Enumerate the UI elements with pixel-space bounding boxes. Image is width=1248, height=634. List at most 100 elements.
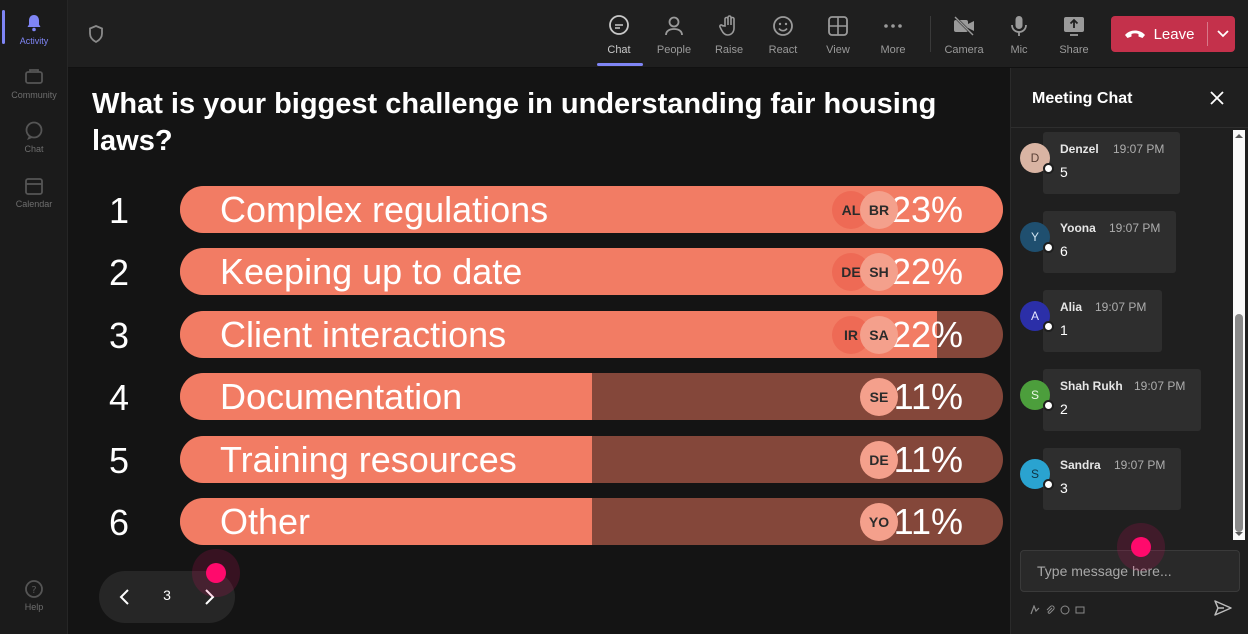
more-dots-icon (884, 24, 902, 28)
message-author: Sandra (1060, 458, 1101, 472)
message-text: 3 (1060, 480, 1068, 496)
camera-off-icon (954, 16, 974, 36)
message-bubble: Denzel 19:07 PM 5 (1043, 132, 1180, 194)
chat-icon (25, 121, 43, 140)
message-input[interactable] (1021, 551, 1239, 591)
raise-hand-button[interactable]: Raise (704, 10, 754, 62)
more-button[interactable]: More (868, 10, 918, 62)
mic-button-label: Mic (1010, 44, 1028, 56)
rail-active-indicator (2, 10, 5, 44)
app-rail: Activity Community Chat Calendar ? Help (0, 0, 68, 634)
message-author: Alia (1060, 300, 1083, 314)
chat-header-divider (1011, 127, 1248, 128)
voter-avatar: BR (860, 191, 898, 229)
message-time: 19:07 PM (1114, 458, 1166, 472)
people-button-label: People (656, 44, 692, 56)
rail-label: Activity (19, 36, 49, 46)
message-text: 1 (1060, 322, 1068, 338)
chat-message[interactable]: Yoona 19:07 PM 6 Y (1011, 207, 1233, 273)
chat-button[interactable]: Chat (594, 10, 644, 62)
camera-button[interactable]: Camera (939, 10, 989, 62)
help-icon: ? (25, 580, 43, 598)
page-number: 3 (163, 587, 171, 603)
message-time: 19:07 PM (1134, 379, 1186, 393)
view-button[interactable]: View (813, 10, 863, 62)
gif-icon[interactable] (1075, 602, 1085, 614)
rail-item-activity[interactable]: Activity (0, 12, 68, 46)
scroll-down-arrow-icon[interactable] (1235, 530, 1243, 538)
option-result-bar: Documentation SE 11% (180, 373, 1003, 420)
poll-question: What is your biggest challenge in unders… (92, 88, 937, 157)
option-label: Keeping up to date (220, 251, 523, 292)
voter-avatar: SH (860, 253, 898, 291)
shield-icon[interactable] (86, 24, 106, 44)
chat-message[interactable]: Alia 19:07 PM 1 A (1011, 286, 1233, 352)
chat-icon (609, 15, 629, 35)
option-percent: 23% (890, 189, 963, 230)
option-label: Complex regulations (220, 189, 549, 230)
chat-scrollbar[interactable] (1233, 130, 1245, 540)
rail-item-chat[interactable]: Chat (0, 120, 68, 154)
attach-icon[interactable] (1045, 602, 1055, 614)
meeting-toolbar: Chat People Raise React View More Camera… (68, 0, 1248, 68)
voter-avatar: SA (860, 316, 898, 354)
leave-options-button[interactable] (1211, 16, 1235, 52)
rail-label: Community (11, 90, 57, 100)
close-icon[interactable] (1207, 88, 1227, 108)
option-label: Documentation (220, 376, 463, 417)
message-time: 19:07 PM (1113, 142, 1165, 156)
option-label: Client interactions (220, 314, 507, 355)
chat-message[interactable]: Sandra 19:07 PM 3 S (1011, 444, 1233, 510)
chat-message-list[interactable]: Denzel 19:07 PM 5 D Yoona 19:07 PM 6 Y Alia 19:07… (1011, 128, 1233, 543)
rail-item-community[interactable]: Community (0, 66, 68, 100)
voter-avatar: YO (860, 503, 898, 541)
scroll-up-arrow-icon[interactable] (1235, 132, 1243, 140)
camera-button-label: Camera (944, 44, 984, 56)
option-result-bar: Other YO 11% (180, 498, 1003, 545)
poll-option-row: 5 Training resources DE 11% (68, 436, 1010, 484)
send-icon[interactable] (1213, 598, 1233, 618)
leave-main-area[interactable]: Leave (1111, 16, 1207, 52)
chat-message[interactable]: Denzel 19:07 PM 5 D (1011, 128, 1233, 194)
chevron-right-icon[interactable] (197, 585, 221, 609)
option-number: 5 (108, 440, 130, 481)
compose-format-tools (1030, 602, 1085, 615)
share-button[interactable]: Share (1049, 10, 1099, 62)
people-icon (665, 16, 683, 36)
option-label: Training resources (220, 439, 517, 480)
rail-label: Calendar (15, 199, 53, 209)
option-result-fill (180, 373, 592, 420)
bell-icon (27, 15, 41, 32)
chat-message[interactable]: Shah Rukh 19:07 PM 2 S (1011, 365, 1233, 431)
option-percent: 11% (893, 376, 963, 417)
share-screen-icon (1064, 17, 1084, 36)
poll-option-row: 1 Complex regulations AL BR 23% (68, 186, 1010, 234)
chevron-left-icon[interactable] (113, 585, 137, 609)
chat-button-label: Chat (607, 44, 631, 56)
meeting-chat-panel: Meeting Chat Denzel 19:07 PM 5 D Yoona 19:07 … (1010, 68, 1248, 634)
leave-button[interactable]: Leave (1111, 16, 1235, 52)
rail-item-calendar[interactable]: Calendar (0, 175, 68, 209)
leave-label: Leave (1153, 25, 1195, 43)
microphone-icon (1011, 16, 1027, 36)
option-percent: 11% (893, 501, 963, 542)
message-text: 5 (1060, 164, 1068, 180)
rail-item-help[interactable]: ? Help (0, 578, 68, 612)
scrollbar-thumb[interactable] (1235, 314, 1243, 532)
chat-active-indicator (597, 63, 643, 66)
message-text: 6 (1060, 243, 1068, 259)
mic-button[interactable]: Mic (994, 10, 1044, 62)
format-icon[interactable] (1030, 602, 1040, 615)
emoji-icon[interactable] (1060, 602, 1070, 615)
option-result-fill (180, 498, 592, 545)
react-button[interactable]: React (758, 10, 808, 62)
chat-compose-box[interactable] (1020, 550, 1240, 592)
more-button-label: More (880, 44, 906, 56)
presence-status-dot (1043, 400, 1054, 411)
option-result-bar: Keeping up to date DE SH 22% (180, 248, 1003, 295)
message-author: Shah Rukh (1060, 379, 1123, 393)
people-button[interactable]: People (649, 10, 699, 62)
rail-label: Chat (24, 144, 44, 154)
poll-option-row: 2 Keeping up to date DE SH 22% (68, 248, 1010, 296)
calendar-icon (25, 178, 43, 195)
